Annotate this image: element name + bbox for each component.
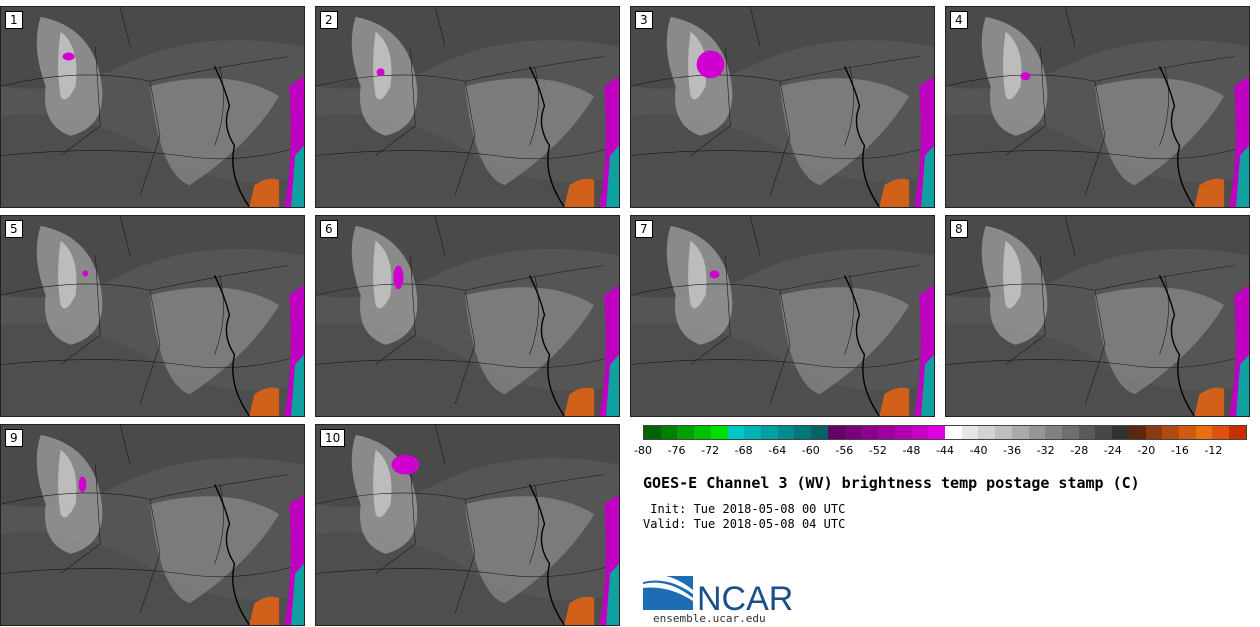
satellite-image [316, 425, 619, 625]
colorbar-swatch [1179, 426, 1196, 439]
panel-number: 10 [320, 429, 346, 447]
valid-time: Valid: Tue 2018-05-08 04 UTC [643, 517, 846, 531]
colorbar-tick-label: -12 [1204, 444, 1223, 457]
figure-title: GOES-E Channel 3 (WV) brightness temp po… [643, 474, 1140, 492]
satellite-image [1, 216, 304, 416]
colorbar-swatch [894, 426, 912, 439]
colorbar-swatch [844, 426, 862, 439]
ncar-logo: NCAR [643, 574, 793, 615]
colorbar-tick-label: -60 [801, 444, 820, 457]
colorbar-swatch [861, 426, 879, 439]
colorbar-swatch [1128, 426, 1146, 439]
colorbar-swatch [1195, 426, 1213, 439]
map-panel: 10 [315, 424, 620, 626]
colorbar-tick-label: -16 [1170, 444, 1189, 457]
map-panel: 9 [0, 424, 305, 626]
colorbar-swatch [978, 426, 996, 439]
colorbar-swatch [811, 426, 828, 439]
panel-number: 1 [5, 11, 23, 29]
colorbar-tick-label: -68 [734, 444, 753, 457]
colorbar-swatch [794, 426, 812, 439]
colorbar-swatch [660, 426, 678, 439]
colorbar-swatch [727, 426, 745, 439]
colorbar-tick-label: -76 [667, 444, 686, 457]
colorbar-swatch [1061, 426, 1079, 439]
colorbar-swatch [1028, 426, 1046, 439]
panel-number: 5 [5, 220, 23, 238]
colorbar-swatch [928, 426, 945, 439]
colorbar-tick-label: -80 [634, 444, 652, 457]
colorbar-tick-label: -44 [936, 444, 954, 457]
colorbar-swatch [1095, 426, 1113, 439]
panel-number: 7 [635, 220, 653, 238]
map-panel: 4 [945, 6, 1250, 208]
map-panel: 3 [630, 6, 935, 208]
satellite-image [316, 216, 619, 416]
map-panel: 1 [0, 6, 305, 208]
panel-number: 2 [320, 11, 338, 29]
panel-number: 4 [950, 11, 968, 29]
colorbar-swatch [694, 426, 711, 439]
colorbar-swatch [777, 426, 795, 439]
colorbar-tick-label: -32 [1036, 444, 1055, 457]
colorbar-swatch [995, 426, 1012, 439]
colorbar [643, 425, 1247, 440]
colorbar-swatch [1162, 426, 1179, 439]
colorbar-swatch [761, 426, 778, 439]
colorbar-swatch [961, 426, 979, 439]
colorbar-ticks: -80 -76 -72 -68 -64 -60 -56 -52 -48 -44 -40 -36 -32 -… [634, 444, 1247, 458]
map-panel: 2 [315, 6, 620, 208]
colorbar-swatch [710, 426, 728, 439]
colorbar-swatch [744, 426, 762, 439]
site-url: ensemble.ucar.edu [653, 612, 766, 625]
satellite-image [1, 425, 304, 625]
colorbar-swatch [1212, 426, 1230, 439]
colorbar-tick-label: -56 [835, 444, 854, 457]
satellite-image [946, 7, 1249, 207]
satellite-image [946, 216, 1249, 416]
colorbar-tick-label: -36 [1003, 444, 1022, 457]
colorbar-swatch [1011, 426, 1029, 439]
colorbar-tick-label: -48 [902, 444, 921, 457]
colorbar-swatch [1112, 426, 1129, 439]
colorbar-swatch [1145, 426, 1163, 439]
panel-number: 8 [950, 220, 968, 238]
map-panel: 5 [0, 215, 305, 417]
satellite-image [631, 7, 934, 207]
colorbar-swatch [878, 426, 895, 439]
colorbar-swatch [911, 426, 929, 439]
satellite-image [1, 7, 304, 207]
colorbar-tick-label: -40 [969, 444, 988, 457]
colorbar-swatch [1229, 426, 1246, 439]
colorbar-swatch [827, 426, 845, 439]
map-panel: 7 [630, 215, 935, 417]
colorbar-tick-label: -64 [768, 444, 787, 457]
colorbar-swatch [944, 426, 962, 439]
map-panel: 6 [315, 215, 620, 417]
colorbar-swatch [644, 426, 661, 439]
panel-number: 3 [635, 11, 653, 29]
satellite-image [316, 7, 619, 207]
colorbar-tick-label: -24 [1103, 444, 1122, 457]
colorbar-swatch [1045, 426, 1062, 439]
colorbar-tick-label: -52 [868, 444, 887, 457]
colorbar-tick-label: -28 [1070, 444, 1089, 457]
colorbar-tick-label: -72 [701, 444, 720, 457]
colorbar-swatch [1078, 426, 1096, 439]
logo-text: NCAR [697, 580, 793, 615]
map-panel: 8 [945, 215, 1250, 417]
colorbar-swatch [677, 426, 695, 439]
init-time: Init: Tue 2018-05-08 00 UTC [643, 502, 846, 516]
colorbar-tick-label: -20 [1137, 444, 1156, 457]
satellite-image [631, 216, 934, 416]
panel-number: 9 [5, 429, 23, 447]
panel-number: 6 [320, 220, 338, 238]
